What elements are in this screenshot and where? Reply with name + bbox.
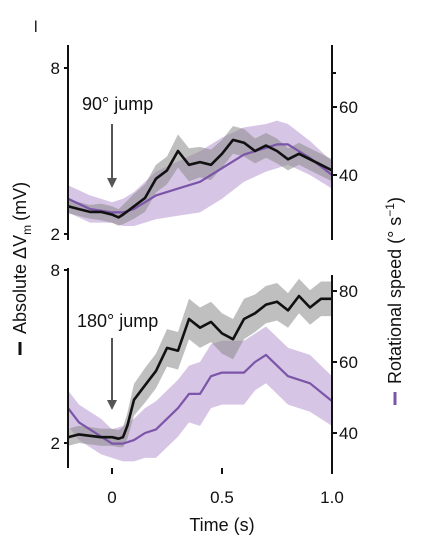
left-tick-label-bot-0: 2 (51, 434, 60, 453)
left-axis-subscript: m (20, 225, 34, 235)
vm-line-bot (67, 294, 332, 441)
right-tick-label-bot-2: 80 (339, 282, 358, 301)
arrow-180-jump (107, 338, 117, 410)
vm-line-top (67, 138, 333, 219)
vm-band-top (68, 126, 332, 226)
panel-180-jump: 2 8 40 60 80 180° jump (51, 261, 358, 468)
x-tick-label-1: 0.5 (210, 488, 234, 507)
left-tick-label-bot-1: 8 (51, 261, 60, 280)
right-tick-label-top-0: 40 (339, 166, 358, 185)
right-axis-superscript: −1 (383, 203, 397, 217)
left-axis-title: Absolute ΔVm (mV) (10, 182, 34, 355)
x-tick-label-2: 1.0 (320, 488, 344, 507)
right-axis-title: Rotational speed (° s−1) (383, 197, 405, 405)
arrow-head (107, 400, 117, 410)
annotation-180-jump: 180° jump (77, 311, 158, 331)
speed-line-bot (67, 353, 333, 445)
right-axis-close: ) (385, 197, 405, 203)
x-tick-label-0: 0 (107, 488, 116, 507)
right-tick-label-bot-1: 60 (339, 353, 358, 372)
left-tick-label-top-1: 8 (51, 59, 60, 78)
svg-text:Absolute ΔVm(mV): Absolute ΔVm (mV) (10, 182, 34, 334)
right-tick-label-top-1: 60 (339, 98, 358, 117)
panel-label: l (34, 19, 38, 36)
right-tick-label-bot-0: 40 (339, 424, 358, 443)
annotation-90-jump: 90° jump (82, 94, 153, 114)
svg-text:Rotational speed (° s−1): Rotational speed (° s−1) (383, 197, 405, 384)
panel-90-jump: 2 8 40 60 90° jump (51, 45, 358, 244)
left-axis-unit: (mV) (10, 182, 30, 221)
arrow-90-jump (107, 124, 117, 188)
vm-band-bot (68, 278, 332, 448)
left-tick-label-top-0: 2 (51, 225, 60, 244)
speed-line-top (67, 143, 333, 214)
x-axis-label: Time (s) (189, 515, 254, 535)
arrow-head (107, 178, 117, 188)
right-axis-label: Rotational speed (° s (385, 217, 405, 384)
left-axis-label: Absolute ΔV (10, 235, 30, 334)
